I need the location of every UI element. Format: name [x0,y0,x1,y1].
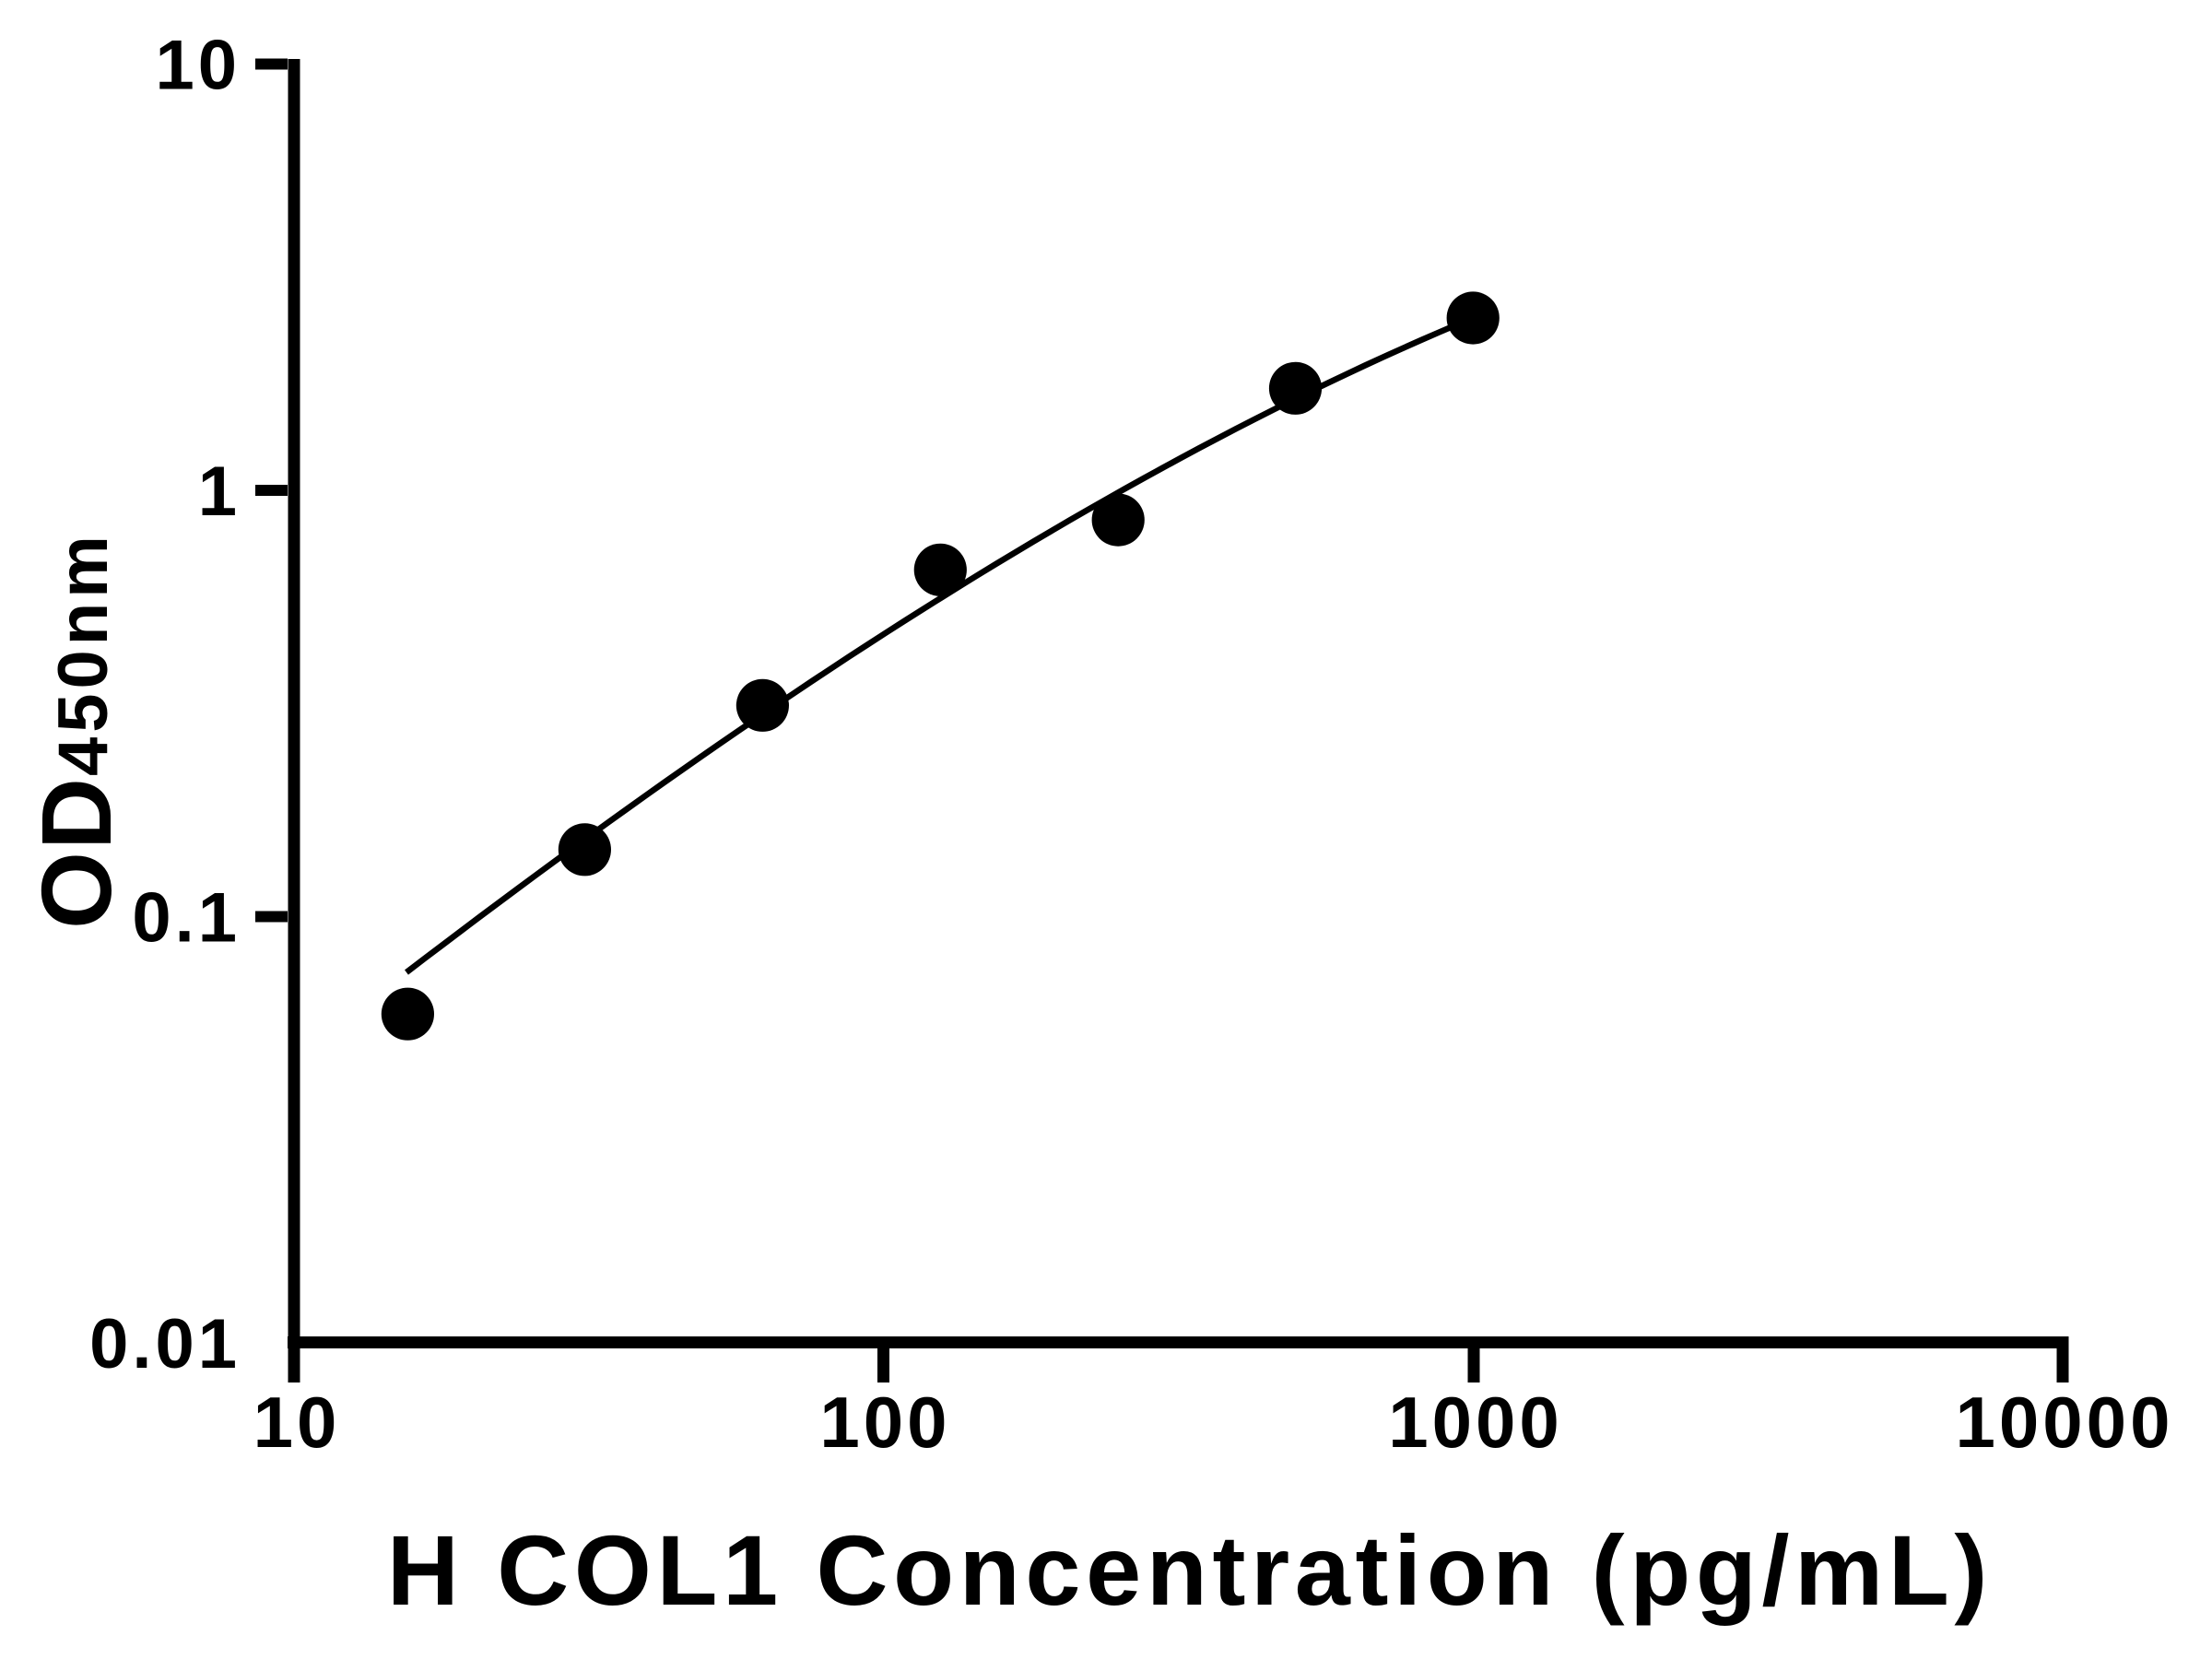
svg-text:10: 10 [155,27,241,105]
svg-text:100: 100 [819,1382,950,1463]
svg-text:OD450nm: OD450nm [20,531,132,929]
svg-text:1: 1 [198,453,241,531]
svg-text:0.01: 0.01 [89,1305,241,1383]
svg-text:1000: 1000 [1388,1382,1563,1463]
svg-text:0.1: 0.1 [132,879,241,958]
svg-text:H COL1 Concentration (pg/mL): H COL1 Concentration (pg/mL) [387,1514,1993,1626]
svg-text:10000: 10000 [1956,1382,2174,1463]
svg-text:10: 10 [253,1382,341,1463]
